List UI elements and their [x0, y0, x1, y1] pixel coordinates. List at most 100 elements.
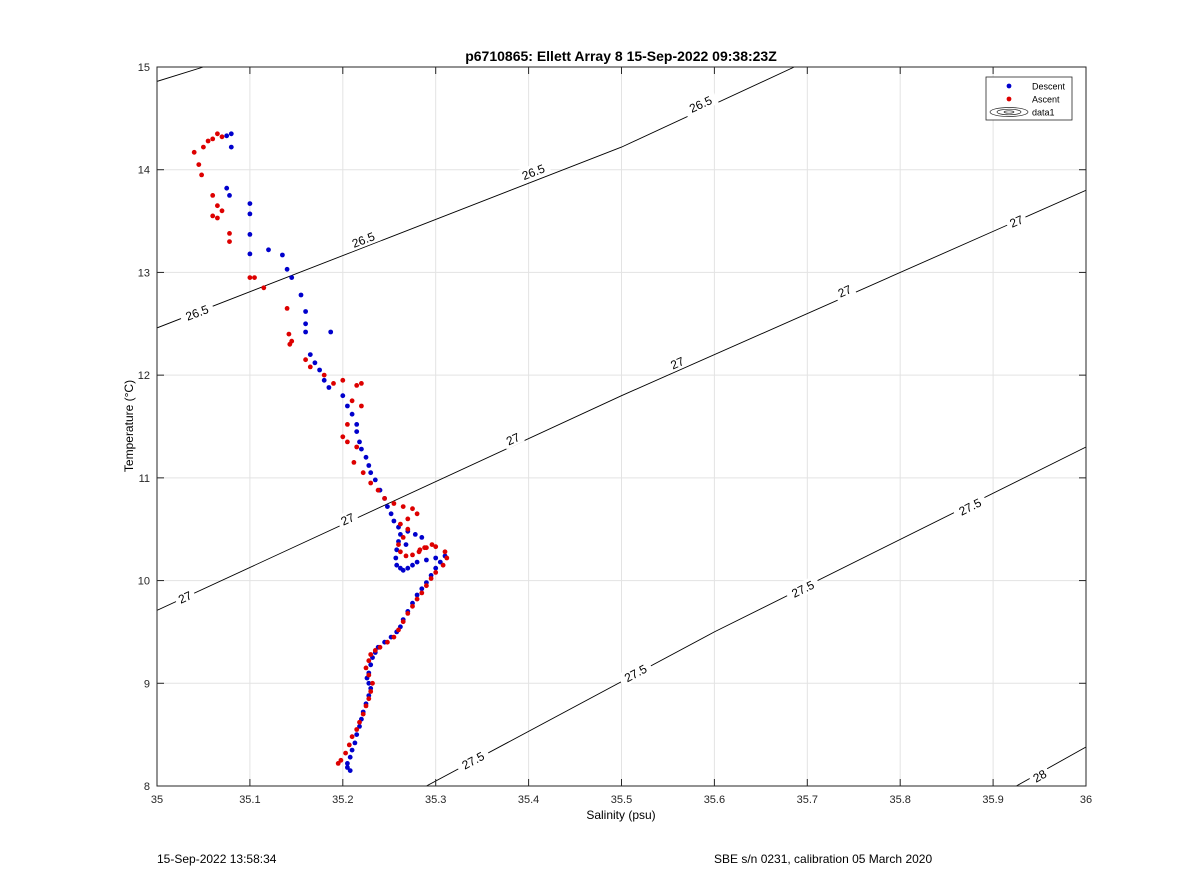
- x-tick-label: 35.9: [982, 794, 1003, 806]
- data-point-ascent: [321, 372, 327, 378]
- y-tick-label: 14: [138, 165, 150, 177]
- x-tick-label: 35.1: [239, 794, 260, 806]
- legend-marker-ascent: [1006, 96, 1012, 102]
- data-point-descent: [227, 193, 232, 198]
- data-point-descent: [347, 754, 353, 760]
- data-point-ascent: [354, 444, 360, 450]
- data-point-descent: [385, 504, 390, 509]
- series-descent: [224, 131, 448, 773]
- data-point-descent: [419, 535, 425, 540]
- data-point-descent: [366, 680, 372, 686]
- data-point-descent: [437, 559, 443, 565]
- data-point-ascent: [354, 727, 360, 732]
- data-point-ascent: [343, 750, 348, 756]
- contour-label-text: 27: [1008, 212, 1026, 230]
- footer-instrument-info: SBE s/n 0231, calibration 05 March 2020: [714, 852, 933, 866]
- x-tick-label: 36: [1080, 794, 1092, 806]
- data-point-ascent: [410, 552, 415, 558]
- density-contours: 26.526.526.526.527272727272727.527.527.5…: [157, 67, 1086, 786]
- legend-box: [985, 76, 1073, 121]
- data-point-ascent: [429, 542, 435, 547]
- data-point-descent: [433, 565, 439, 571]
- data-point-ascent: [227, 239, 232, 245]
- data-point-ascent: [370, 680, 375, 686]
- data-point-ascent: [219, 208, 225, 214]
- data-point-descent: [326, 385, 332, 390]
- data-point-ascent: [354, 383, 360, 388]
- data-point-ascent: [345, 439, 350, 445]
- data-point-ascent: [286, 331, 292, 337]
- data-point-ascent: [391, 634, 397, 640]
- data-point-descent: [359, 446, 364, 452]
- legend: Descent Ascent data1: [985, 76, 1073, 121]
- contour-label-mask: [335, 508, 360, 530]
- contour-label-mask: [514, 159, 552, 185]
- data-point-descent: [228, 131, 234, 137]
- data-point-descent: [398, 532, 403, 537]
- data-point-descent: [391, 518, 397, 524]
- data-point-ascent: [331, 381, 336, 386]
- contour-label-mask: [617, 658, 654, 688]
- data-point-ascent: [405, 526, 411, 532]
- y-tick-label: 11: [139, 473, 150, 485]
- data-point-descent: [266, 247, 271, 253]
- data-point-ascent: [210, 213, 216, 219]
- data-point-ascent: [338, 757, 344, 763]
- data-point-ascent: [396, 542, 401, 547]
- footer-timestamp: 15-Sep-2022 13:58:34: [157, 852, 277, 866]
- data-point-descent: [317, 367, 322, 373]
- data-point-descent: [312, 360, 318, 366]
- data-point-descent: [284, 266, 290, 272]
- data-point-ascent: [252, 275, 257, 280]
- data-point-ascent: [424, 583, 429, 589]
- data-point-ascent: [360, 470, 366, 476]
- data-point-descent: [405, 565, 411, 571]
- data-point-ascent: [349, 398, 355, 404]
- contour-label-mask: [454, 746, 492, 775]
- x-tick-label: 35.7: [797, 794, 818, 806]
- data-point-descent: [394, 562, 400, 568]
- data-point-ascent: [351, 460, 357, 465]
- data-point-ascent: [433, 570, 439, 575]
- data-point-ascent: [199, 172, 205, 178]
- contour-label-text: 28: [1031, 767, 1050, 786]
- data-point-ascent: [284, 306, 290, 311]
- data-point-ascent: [340, 434, 346, 440]
- contour-label-mask: [344, 226, 382, 253]
- data-point-ascent: [357, 719, 362, 725]
- data-point-ascent: [400, 535, 406, 540]
- data-point-ascent: [340, 377, 346, 383]
- data-point-ascent: [359, 381, 364, 386]
- data-point-descent: [345, 761, 350, 766]
- data-point-ascent: [349, 734, 355, 740]
- axes: 35 35.1 35.2 35.3 35.4 35.5 35.6 35.7 35.8 35.9 36…: [138, 62, 1092, 806]
- data-series: [191, 131, 450, 773]
- data-point-descent: [354, 422, 360, 427]
- contour-label-text: 27: [504, 430, 522, 448]
- data-point-ascent: [398, 549, 403, 555]
- data-point-ascent: [417, 547, 423, 553]
- data-point-descent: [412, 532, 418, 537]
- data-point-ascent: [205, 138, 211, 144]
- data-point-ascent: [227, 231, 232, 236]
- data-point-descent: [357, 724, 362, 729]
- y-axis-label: Temperature (°C): [122, 380, 136, 472]
- data-point-descent: [366, 463, 372, 468]
- data-point-ascent: [444, 555, 450, 561]
- x-tick-label: 35.6: [704, 794, 725, 806]
- data-point-descent: [303, 309, 308, 314]
- data-point-ascent: [400, 619, 406, 625]
- data-point-descent: [224, 133, 230, 139]
- density-contour-line: [157, 189, 1086, 611]
- data-point-ascent: [422, 545, 427, 551]
- data-point-ascent: [196, 162, 202, 168]
- legend-label-data1: data1: [1032, 108, 1055, 118]
- data-point-ascent: [307, 364, 313, 370]
- data-point-ascent: [360, 711, 366, 717]
- contour-label-text: 27: [339, 510, 357, 528]
- data-point-ascent: [419, 590, 425, 596]
- data-point-ascent: [261, 285, 267, 291]
- data-point-ascent: [368, 480, 374, 486]
- data-point-descent: [349, 747, 355, 753]
- contour-label-mask: [784, 574, 822, 603]
